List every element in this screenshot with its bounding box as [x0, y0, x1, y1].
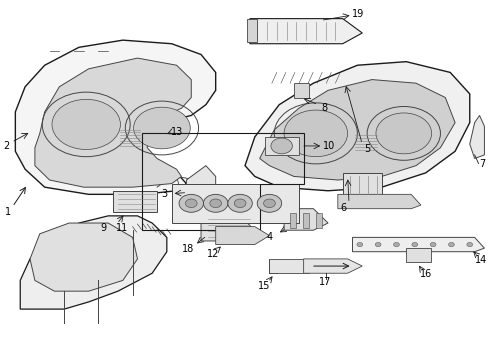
Polygon shape: [284, 209, 328, 230]
Circle shape: [357, 242, 363, 247]
Polygon shape: [406, 248, 431, 262]
Text: 19: 19: [352, 9, 365, 19]
Circle shape: [257, 194, 282, 212]
Circle shape: [284, 110, 347, 157]
Polygon shape: [113, 191, 157, 212]
Circle shape: [179, 194, 203, 212]
Circle shape: [448, 242, 454, 247]
Text: 11: 11: [116, 224, 128, 233]
Text: 12: 12: [207, 249, 220, 259]
Text: 3: 3: [162, 189, 168, 199]
Text: 18: 18: [182, 244, 194, 254]
Polygon shape: [352, 237, 485, 252]
Text: 4: 4: [267, 232, 273, 242]
Polygon shape: [15, 40, 216, 194]
Text: 10: 10: [323, 141, 335, 151]
Circle shape: [203, 194, 228, 212]
Text: 13: 13: [171, 127, 183, 136]
Polygon shape: [247, 19, 257, 42]
Text: 7: 7: [479, 159, 485, 169]
Circle shape: [271, 138, 293, 154]
Polygon shape: [216, 226, 270, 244]
Circle shape: [264, 199, 275, 208]
Text: 15: 15: [258, 281, 271, 291]
Text: 17: 17: [319, 277, 332, 287]
Polygon shape: [270, 259, 309, 273]
Text: 9: 9: [100, 224, 106, 233]
Polygon shape: [20, 216, 167, 309]
Polygon shape: [304, 259, 362, 273]
Polygon shape: [201, 216, 255, 241]
Polygon shape: [265, 137, 299, 155]
Circle shape: [430, 242, 436, 247]
Polygon shape: [260, 80, 455, 180]
Text: 16: 16: [420, 269, 432, 279]
Bar: [316, 213, 322, 228]
Circle shape: [234, 199, 246, 208]
Circle shape: [376, 113, 432, 154]
Polygon shape: [343, 173, 382, 198]
Circle shape: [52, 99, 121, 149]
Circle shape: [393, 242, 399, 247]
Circle shape: [210, 199, 221, 208]
Polygon shape: [30, 223, 138, 291]
Circle shape: [134, 107, 190, 149]
Circle shape: [467, 242, 473, 247]
Polygon shape: [35, 58, 191, 187]
Polygon shape: [338, 194, 421, 209]
Text: 8: 8: [321, 103, 327, 113]
Bar: [303, 213, 309, 228]
Polygon shape: [294, 83, 309, 98]
Text: 6: 6: [341, 203, 347, 213]
Polygon shape: [245, 62, 470, 191]
Text: 2: 2: [3, 141, 10, 151]
Polygon shape: [172, 184, 299, 223]
Polygon shape: [250, 19, 362, 44]
Text: 14: 14: [475, 255, 487, 265]
Text: 1: 1: [4, 207, 11, 217]
Bar: [290, 213, 296, 228]
Circle shape: [375, 242, 381, 247]
Circle shape: [185, 199, 197, 208]
Circle shape: [412, 242, 417, 247]
Polygon shape: [186, 166, 216, 205]
Polygon shape: [470, 116, 485, 158]
Text: 5: 5: [364, 144, 370, 154]
Circle shape: [228, 194, 252, 212]
